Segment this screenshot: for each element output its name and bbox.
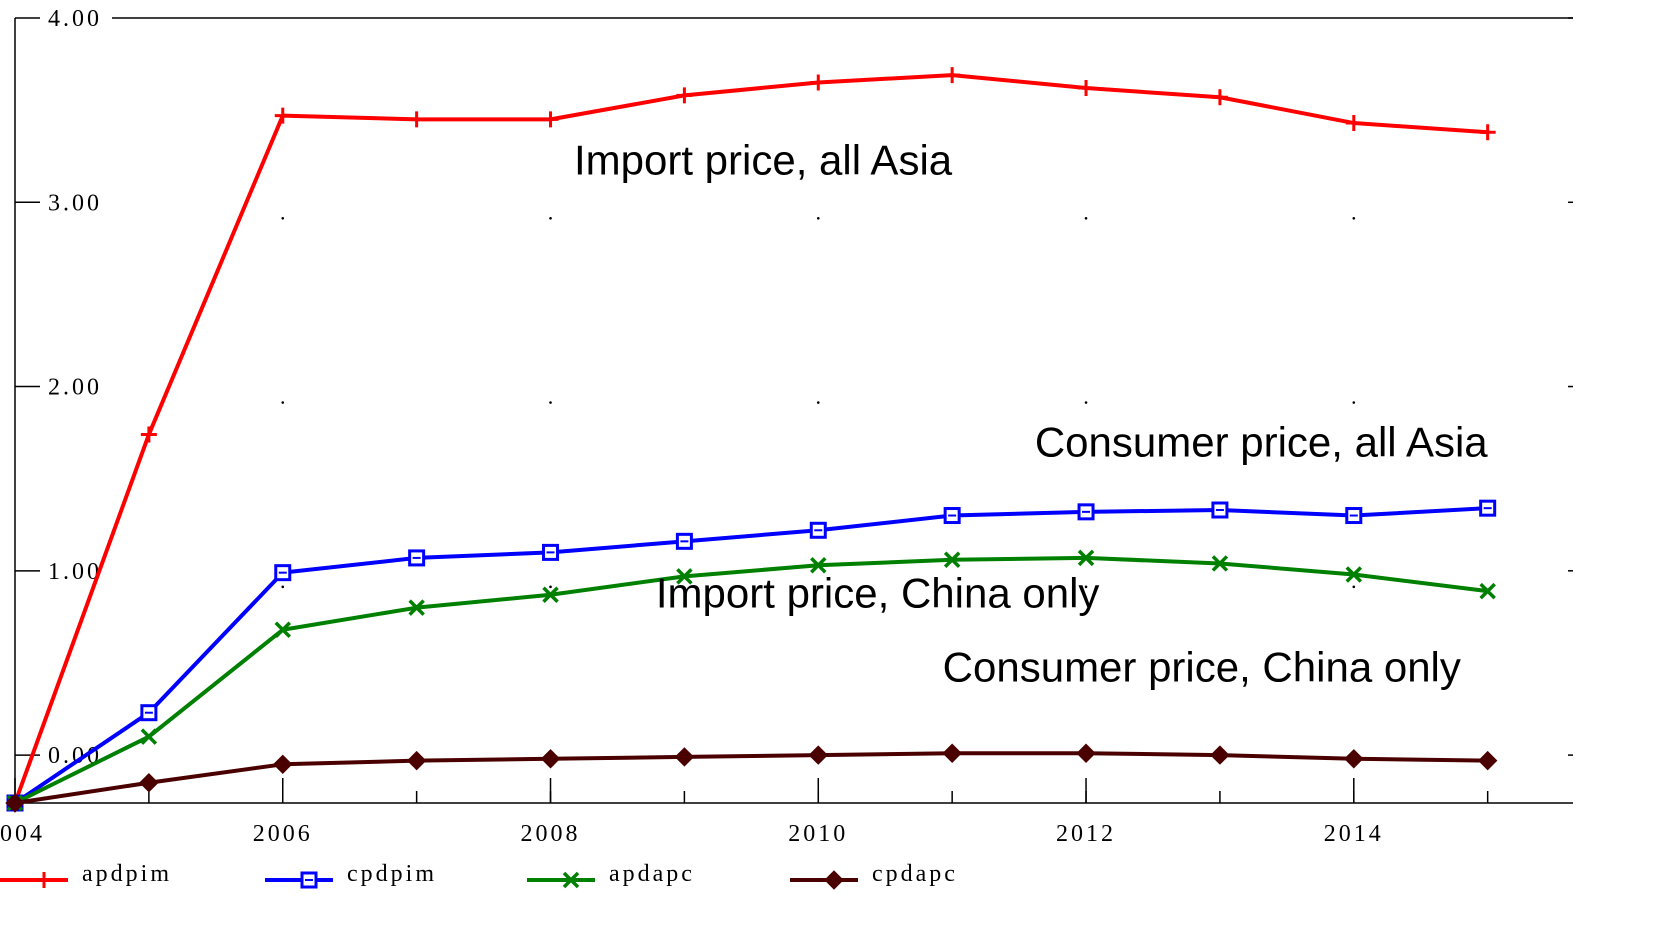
- point-cpdapc: [1477, 750, 1498, 771]
- point-apdpim: [1479, 124, 1496, 141]
- point-cpdapc: [406, 750, 427, 771]
- x-tick-label: 2012: [1056, 821, 1116, 847]
- series-line-apdapc: [14, 555, 1488, 805]
- legend-marker: [824, 870, 844, 890]
- point-cpdapc: [1344, 749, 1364, 769]
- point-apdapc: [1077, 549, 1095, 567]
- point-apdapc: [1345, 566, 1363, 583]
- x-tick-label: 2004: [0, 821, 45, 847]
- point-cpdapc: [808, 745, 828, 765]
- grid-dot: [1084, 216, 1088, 220]
- point-cpdapc: [1210, 745, 1230, 765]
- series-cpdapc: [5, 743, 1498, 813]
- x-tick-label: 2010: [788, 821, 848, 847]
- legend-item-apdpim: apdpim: [0, 861, 172, 888]
- grid-dot: [549, 216, 552, 220]
- grid-dot: [281, 585, 285, 589]
- legend-item-cpdapc: cpdapc: [790, 861, 958, 890]
- point-apdpim: [408, 111, 425, 128]
- point-cpdapc: [674, 747, 695, 767]
- y-tick-label: 4.00: [48, 6, 102, 32]
- point-cpdapc: [1076, 743, 1096, 763]
- annotation-layer: Import price, all Asia Consumer price, al…: [574, 137, 1488, 691]
- grid-dot: [549, 401, 552, 404]
- legend-item-apdapc: apdapc: [527, 861, 695, 889]
- legend-label: cpdapc: [872, 861, 958, 887]
- x-tick-label: 2014: [1324, 821, 1384, 847]
- series-cpdpim: [6, 499, 1497, 812]
- annotation-label: Import price, China only: [656, 570, 1100, 617]
- grid-layer: [281, 216, 1356, 589]
- point-apdpim: [1078, 80, 1095, 97]
- point-apdpim: [274, 107, 291, 124]
- point-apdpim: [676, 87, 693, 104]
- grid-dot: [1352, 216, 1356, 220]
- grid-dot: [1084, 585, 1088, 589]
- x-tick-label: 2008: [521, 821, 581, 847]
- point-apdapc: [943, 551, 961, 568]
- grid-dot: [1352, 585, 1356, 589]
- point-cpdapc: [540, 749, 561, 769]
- legend-marker: [36, 872, 52, 888]
- axes-layer: 0.001.002.003.004.0020042006200820102012…: [0, 6, 1573, 847]
- annotation-label: Import price, all Asia: [574, 137, 953, 184]
- point-cpdapc: [942, 743, 962, 763]
- point-apdapc: [1479, 582, 1496, 600]
- point-cpdapc: [139, 773, 159, 793]
- annotation-label: Consumer price, China only: [943, 643, 1461, 690]
- point-cpdapc: [5, 793, 25, 813]
- grid-dot: [549, 585, 552, 589]
- point-apdpim: [1345, 115, 1362, 132]
- point-apdapc: [676, 568, 693, 585]
- point-apdapc: [1211, 555, 1229, 572]
- y-tick-label: 1.00: [48, 559, 102, 585]
- grid-dot: [1084, 401, 1088, 404]
- grid-dot: [1352, 401, 1356, 404]
- point-apdapc: [542, 586, 559, 604]
- series-line-cpdapc: [14, 751, 1488, 805]
- y-tick-label: 3.00: [48, 190, 102, 216]
- point-apdapc: [408, 599, 425, 616]
- legend-marker: [562, 871, 580, 889]
- grid-dot: [816, 401, 820, 404]
- series-line-apdpim: [13, 73, 1488, 804]
- legend-label: cpdpim: [347, 861, 437, 887]
- y-tick-label: 2.00: [48, 375, 102, 401]
- point-apdpim: [810, 74, 827, 91]
- legend-label: apdapc: [609, 861, 695, 887]
- legend: apdpim cpdpim apdapc cpdapc: [0, 861, 958, 890]
- point-apdapc: [274, 621, 291, 639]
- grid-dot: [816, 585, 820, 589]
- point-apdpim: [140, 426, 157, 443]
- point-apdpim: [1211, 89, 1228, 106]
- legend-label: apdpim: [82, 861, 172, 887]
- point-apdpim: [944, 67, 961, 84]
- series-apdpim: [7, 67, 1496, 811]
- annotation-label: Consumer price, all Asia: [1035, 419, 1488, 466]
- point-apdpim: [542, 111, 559, 128]
- grid-dot: [281, 216, 285, 220]
- x-tick-label: 2006: [253, 821, 313, 847]
- series-layer: [5, 67, 1498, 813]
- grid-dot: [281, 401, 285, 404]
- point-apdapc: [810, 557, 827, 574]
- legend-item-cpdpim: cpdpim: [265, 861, 437, 889]
- grid-dot: [816, 216, 820, 220]
- point-apdapc: [140, 728, 158, 745]
- point-cpdapc: [273, 754, 293, 775]
- series-line-cpdpim: [13, 506, 1488, 805]
